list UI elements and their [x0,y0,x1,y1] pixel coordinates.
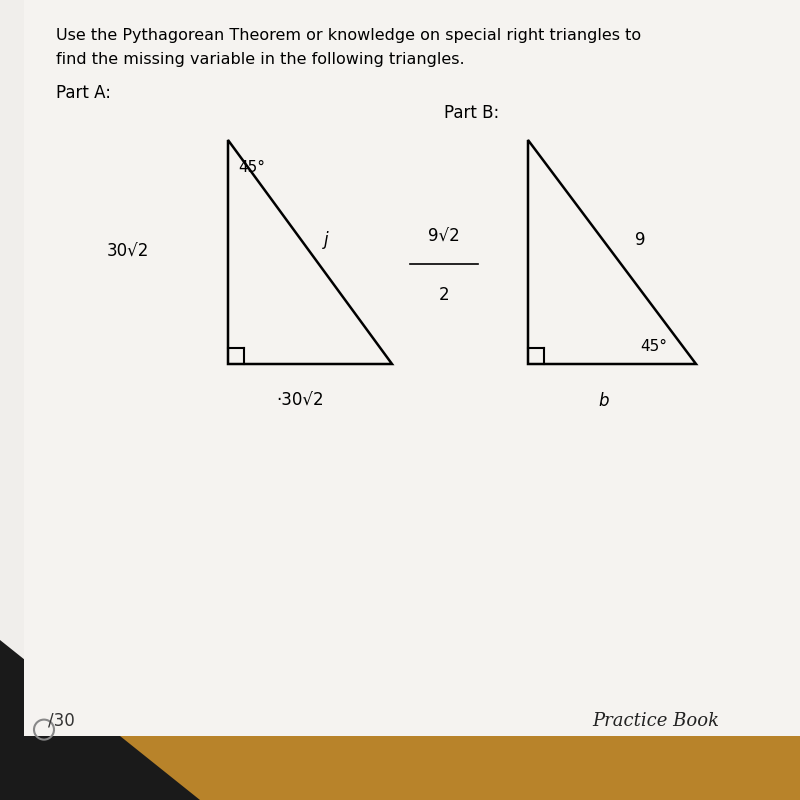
Text: 30√2: 30√2 [107,243,149,261]
Text: 45°: 45° [238,160,266,175]
Polygon shape [0,640,800,800]
Text: 9√2: 9√2 [428,227,460,246]
Text: 2: 2 [438,286,450,304]
Text: 45°: 45° [640,338,667,354]
Text: 9: 9 [634,231,646,249]
Text: /30: /30 [48,712,74,730]
Text: Part B:: Part B: [444,104,499,122]
Text: ·30√2: ·30√2 [276,392,324,410]
Text: Use the Pythagorean Theorem or knowledge on special right triangles to: Use the Pythagorean Theorem or knowledge… [56,28,641,43]
Text: Part A:: Part A: [56,84,111,102]
Polygon shape [24,0,800,736]
Text: b: b [598,392,610,410]
Text: Practice Book: Practice Book [593,712,719,730]
Polygon shape [0,640,200,800]
Text: find the missing variable in the following triangles.: find the missing variable in the followi… [56,52,465,67]
Text: j: j [324,231,329,249]
